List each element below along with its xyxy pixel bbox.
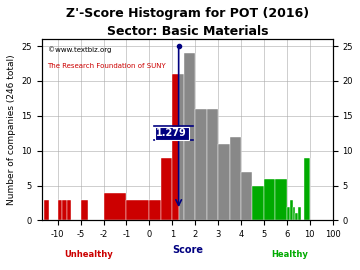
Bar xyxy=(304,158,310,221)
Bar xyxy=(81,200,88,221)
Bar xyxy=(275,179,287,221)
Bar xyxy=(290,200,293,221)
Bar xyxy=(230,137,241,221)
Text: Unhealthy: Unhealthy xyxy=(64,250,113,259)
Bar xyxy=(126,200,149,221)
Bar xyxy=(62,200,67,221)
Bar xyxy=(149,200,161,221)
Text: The Research Foundation of SUNY: The Research Foundation of SUNY xyxy=(48,63,166,69)
Bar xyxy=(58,200,62,221)
Y-axis label: Number of companies (246 total): Number of companies (246 total) xyxy=(7,55,16,205)
Bar xyxy=(179,74,184,221)
Text: ©www.textbiz.org: ©www.textbiz.org xyxy=(48,46,111,53)
Bar xyxy=(252,185,264,221)
Bar xyxy=(207,109,218,221)
Bar xyxy=(44,200,49,221)
Text: 1.279: 1.279 xyxy=(156,128,187,138)
Bar xyxy=(295,214,298,221)
Bar xyxy=(67,200,72,221)
X-axis label: Score: Score xyxy=(172,245,203,255)
Bar xyxy=(264,179,275,221)
Bar xyxy=(172,74,179,221)
Bar xyxy=(287,207,290,221)
Bar xyxy=(161,158,172,221)
Bar xyxy=(218,144,230,221)
Bar xyxy=(104,193,126,221)
Text: Healthy: Healthy xyxy=(271,250,308,259)
Title: Z'-Score Histogram for POT (2016)
Sector: Basic Materials: Z'-Score Histogram for POT (2016) Sector… xyxy=(66,7,309,38)
Bar xyxy=(293,207,295,221)
Bar xyxy=(184,53,195,221)
Bar xyxy=(195,109,207,221)
Bar xyxy=(298,207,301,221)
Bar xyxy=(241,172,252,221)
